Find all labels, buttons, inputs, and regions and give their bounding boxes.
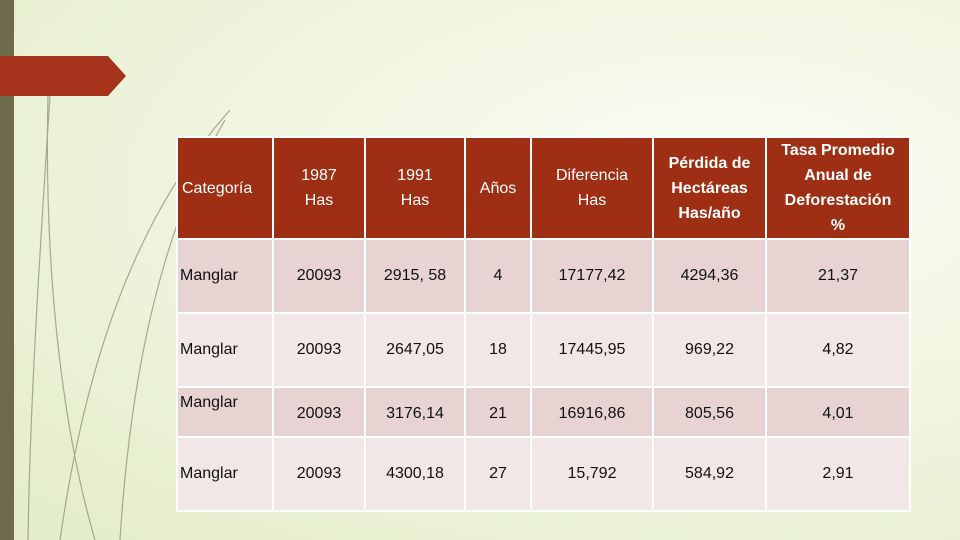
value-cell: 16916,86: [530, 386, 654, 438]
value-cell: 3176,14: [364, 386, 466, 438]
table-row: Manglar 20093 2647,05 18 17445,95 969,22 4,82: [176, 312, 911, 388]
value-cell: 4,82: [765, 312, 911, 388]
table-row: Manglar 20093 2915, 58 4 17177,42 4294,36 21,3…: [176, 238, 911, 314]
value-cell: 18: [464, 312, 532, 388]
left-stripe: [0, 0, 14, 540]
value-cell: 4294,36: [652, 238, 767, 314]
value-cell: 2647,05: [364, 312, 466, 388]
category-cell: Manglar: [176, 238, 274, 314]
title-arrow: [0, 56, 126, 96]
header-cell: Categoría: [176, 136, 274, 240]
value-cell: 21: [464, 386, 532, 438]
value-cell: 17177,42: [530, 238, 654, 314]
header-cell: Años: [464, 136, 532, 240]
value-cell: 21,37: [765, 238, 911, 314]
category-cell: Manglar: [176, 386, 274, 438]
category-cell: Manglar: [176, 312, 274, 388]
header-row: Categoría 1987 Has 1991 Has Años Diferencia …: [176, 136, 911, 240]
value-cell: 20093: [272, 436, 366, 512]
header-cell: Tasa Promedio Anual de Deforestación %: [765, 136, 911, 240]
value-cell: 4300,18: [364, 436, 466, 512]
value-cell: 20093: [272, 386, 366, 438]
value-cell: 4: [464, 238, 532, 314]
data-table: Categoría 1987 Has 1991 Has Años Diferencia …: [176, 136, 911, 512]
value-cell: 15,792: [530, 436, 654, 512]
value-cell: 2,91: [765, 436, 911, 512]
value-cell: 969,22: [652, 312, 767, 388]
header-cell: 1987 Has: [272, 136, 366, 240]
table-row: Manglar 20093 4300,18 27 15,792 584,92 2,91: [176, 436, 911, 512]
header-cell: Diferencia Has: [530, 136, 654, 240]
header-cell: 1991 Has: [364, 136, 466, 240]
value-cell: 17445,95: [530, 312, 654, 388]
table-row: Manglar 20093 3176,14 21 16916,86 805,56 4,01: [176, 386, 911, 438]
value-cell: 805,56: [652, 386, 767, 438]
value-cell: 27: [464, 436, 532, 512]
value-cell: 20093: [272, 238, 366, 314]
value-cell: 2915, 58: [364, 238, 466, 314]
value-cell: 584,92: [652, 436, 767, 512]
header-cell: Pérdida de Hectáreas Has/año: [652, 136, 767, 240]
category-cell: Manglar: [176, 436, 274, 512]
value-cell: 20093: [272, 312, 366, 388]
value-cell: 4,01: [765, 386, 911, 438]
